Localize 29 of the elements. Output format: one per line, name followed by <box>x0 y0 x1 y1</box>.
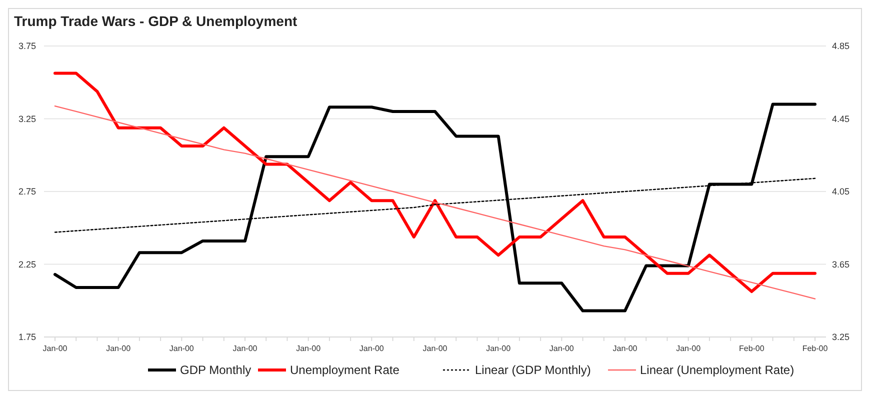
y2-tick-label: 4.85 <box>832 41 850 52</box>
chart-title: Trump Trade Wars - GDP & Unemployment <box>14 13 298 29</box>
x-tick-label: Jan-00 <box>106 344 132 353</box>
x-tick-label: Jan-00 <box>549 344 574 353</box>
x-tick-label: Feb-00 <box>802 344 828 353</box>
x-tick-label: Jan-00 <box>359 344 384 353</box>
legend-label: Linear (GDP Monthly) <box>475 363 591 378</box>
y2-tick-label: 4.45 <box>832 114 850 124</box>
y2-tick-label: 3.65 <box>832 259 850 270</box>
y-tick-label: 2.25 <box>18 259 36 270</box>
x-tick-label: Jan-00 <box>676 344 702 353</box>
x-tick-label: Jan-00 <box>42 344 68 353</box>
x-tick-label: Jan-00 <box>486 344 512 353</box>
y-tick-label: 2.75 <box>18 186 36 197</box>
x-tick-label: Jan-00 <box>169 344 194 353</box>
x-tick-label: Jan-00 <box>296 344 322 353</box>
y-tick-label: 1.75 <box>18 332 36 342</box>
y2-tick-label: 3.25 <box>832 332 850 342</box>
legend-label: Linear (Unemployment Rate) <box>640 363 794 378</box>
line-series <box>54 72 816 294</box>
legend-label: GDP Monthly <box>180 363 252 378</box>
y-tick-label: 3.75 <box>18 41 36 52</box>
x-tick-label: Jan-00 <box>232 344 258 353</box>
x-tick-label: Jan-00 <box>422 344 448 353</box>
x-tick-label: Feb-00 <box>738 344 765 353</box>
legend-label: Unemployment Rate <box>290 363 400 378</box>
y-tick-label: 3.25 <box>18 114 36 124</box>
y2-tick-label: 4.05 <box>832 186 850 197</box>
x-tick-label: Jan-00 <box>612 344 638 353</box>
